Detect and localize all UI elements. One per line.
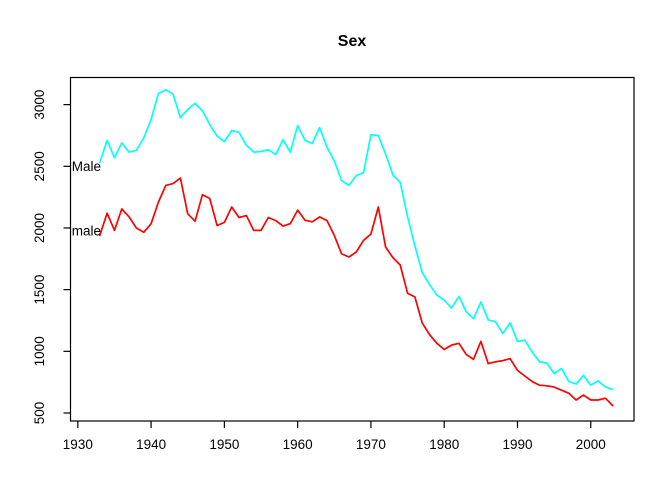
x-tick-label: 2000 [576,437,606,452]
series-label-female: Female [56,224,101,239]
series-inline-labels: Male Female [56,159,102,239]
y-tick-label: 1000 [32,336,47,366]
x-tick-label: 1980 [429,437,459,452]
chart-title: Sex [338,33,367,50]
x-tick-label: 1970 [356,437,386,452]
x-tick-label: 1990 [502,437,532,452]
x-tick-label: 1950 [209,437,239,452]
x-tick-label: 1960 [283,437,313,452]
x-tick-label: 1940 [136,437,166,452]
series-line-female [98,177,614,407]
y-tick-label: 1500 [32,275,47,305]
y-tick-label: 3000 [32,90,47,120]
series-label-male: Male [72,159,101,174]
series-line-male [98,88,614,391]
x-axis: 1930 1940 1950 1960 1970 1980 1990 2000 [63,421,606,452]
y-tick-label: 500 [32,402,47,425]
y-tick-label: 2500 [32,151,47,181]
y-axis: 500 1000 1500 2000 2500 3000 [32,90,71,425]
series-lines [98,88,614,407]
x-tick-label: 1930 [63,437,93,452]
plot-border [69,76,635,422]
y-tick-label: 2000 [32,213,47,243]
